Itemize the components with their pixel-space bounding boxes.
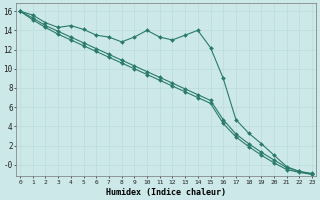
X-axis label: Humidex (Indice chaleur): Humidex (Indice chaleur): [106, 188, 226, 197]
